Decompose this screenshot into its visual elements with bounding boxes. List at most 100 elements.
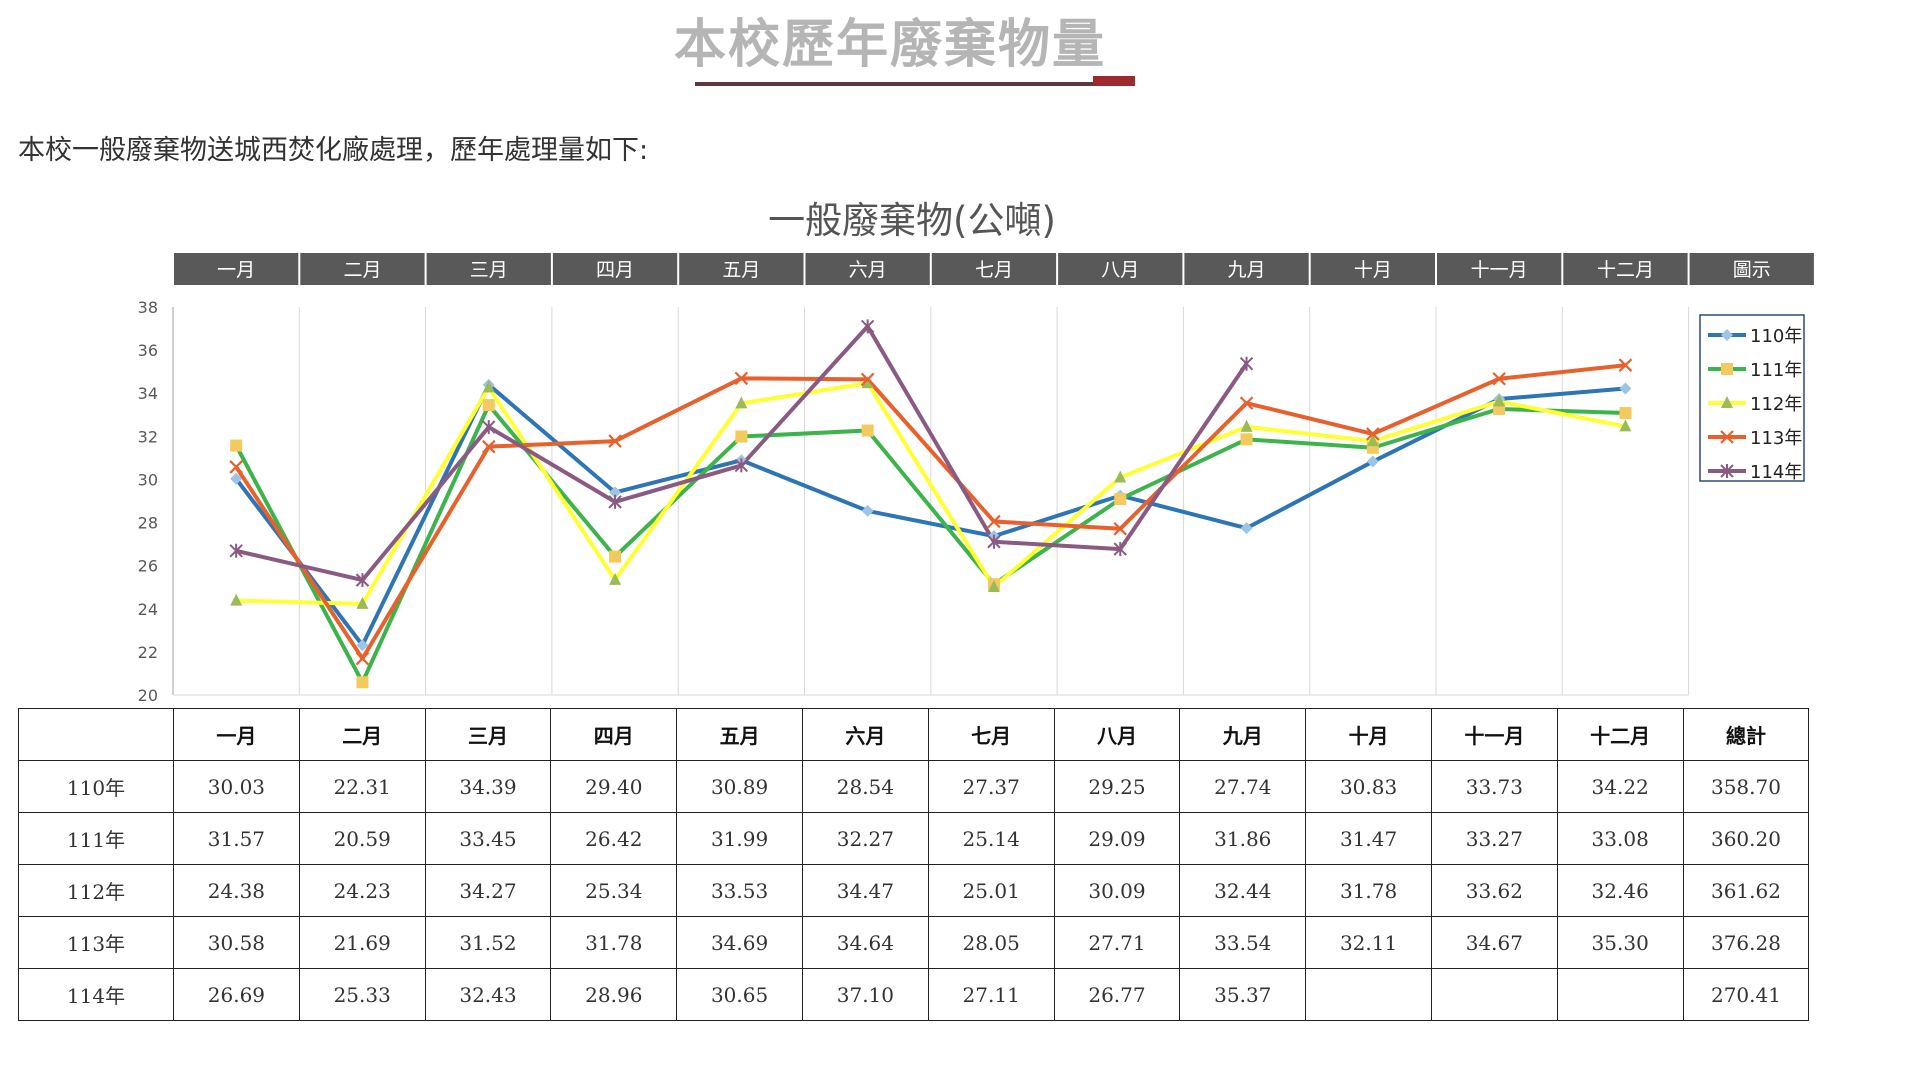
row-label: 112年: [18, 864, 174, 917]
data-point: [987, 514, 1001, 529]
legend-box: [1699, 314, 1805, 482]
table-cell: 30.09: [1053, 864, 1181, 917]
legend-label: 110年: [1750, 326, 1802, 347]
table-cell: 32.11: [1305, 916, 1432, 969]
table-cell: 31.78: [1305, 864, 1432, 917]
table-cell: 28.54: [801, 760, 929, 813]
table-header-cell: 十一月: [1430, 708, 1558, 761]
y-tick-label: 38: [138, 298, 158, 317]
table-header-cell: 八月: [1053, 708, 1181, 761]
series-line-5: [235, 324, 1249, 583]
table-cell: 33.54: [1179, 916, 1307, 969]
table-cell: 27.74: [1179, 760, 1307, 813]
legend-marker: [1720, 430, 1734, 444]
chart-title: 一般廢棄物(公噸): [768, 199, 1056, 242]
data-point: [609, 486, 622, 499]
table-corner-cell: [18, 708, 174, 761]
table-cell: 34.64: [801, 916, 929, 969]
table-header-cell: 二月: [298, 708, 426, 761]
table-cell: 31.86: [1179, 812, 1307, 865]
table-cell: 29.25: [1053, 760, 1181, 813]
table-cell: 27.37: [927, 760, 1055, 813]
table-cell: 33.73: [1430, 760, 1558, 813]
data-point: [735, 396, 748, 409]
legend-marker: [1721, 363, 1733, 375]
table-header-cell: 九月: [1179, 708, 1307, 761]
data-point: [1366, 455, 1379, 468]
table-cell: 270.41: [1682, 968, 1810, 1021]
header-cell: [1689, 253, 1814, 285]
series-line-3: [236, 381, 1626, 606]
y-tick-label: 20: [138, 686, 158, 705]
header-cell-label: 二月: [343, 259, 381, 281]
data-point: [482, 420, 496, 435]
title-underline-accent: [1093, 76, 1135, 86]
table-cell: 30.65: [676, 968, 803, 1021]
header-cell: [1563, 253, 1688, 285]
legend-label: 114年: [1750, 462, 1802, 483]
table-cell: 32.27: [801, 812, 929, 865]
header-cell-label: 十月: [1354, 259, 1392, 281]
series-line-1: [234, 382, 1626, 648]
header-cell: [805, 253, 930, 285]
data-point: [481, 439, 496, 454]
data-point: [734, 371, 749, 386]
header-cell: [931, 253, 1057, 285]
waste-data-table: 一月 二月 三月 四月 五月 六月 七月 八月 九月 十月 十一月 十二月 總計 110年 30.03 22…: [18, 708, 1810, 1021]
table-cell: [1305, 968, 1432, 1021]
table-cell: 32.43: [424, 968, 552, 1021]
table-cell: 32.46: [1556, 864, 1684, 917]
data-point: [860, 319, 875, 334]
table-cell: 22.31: [298, 760, 426, 813]
table-cell: 21.69: [298, 916, 426, 969]
header-cell-label: 三月: [470, 259, 508, 281]
data-point: [230, 439, 243, 452]
y-tick-label: 36: [138, 341, 158, 360]
data-point: [987, 534, 1001, 549]
data-point: [861, 376, 874, 389]
page-title: 本校歷年廢棄物量: [673, 15, 1106, 75]
table-cell: 358.70: [1682, 760, 1810, 813]
table-row: 114年 26.69 25.33 32.43 28.96 30.65 37.10 27.11 2…: [18, 968, 1810, 1021]
table-cell: 28.96: [550, 968, 678, 1021]
data-point: [860, 372, 875, 387]
table-cell: 31.99: [676, 812, 803, 865]
data-point: [1618, 358, 1633, 372]
table-header-cell: 六月: [801, 708, 929, 761]
table-cell: 32.44: [1179, 864, 1307, 917]
table-header-cell: 五月: [676, 708, 803, 761]
data-point: [735, 430, 748, 443]
data-point: [355, 573, 370, 588]
table-cell: 33.08: [1556, 812, 1684, 865]
table-cell: 27.11: [927, 968, 1055, 1021]
table-cell: 20.59: [298, 812, 426, 865]
table-cell: 35.30: [1556, 916, 1684, 969]
table-cell: 25.14: [927, 812, 1055, 865]
legend-label: 113年: [1750, 428, 1802, 449]
intro-text: 本校一般廢棄物送城西焚化廠處理，歷年處理量如下:: [18, 135, 649, 166]
table-row: 112年 24.38 24.23 34.27 25.34 33.53 34.47 25.01 3…: [18, 864, 1810, 917]
table-cell: 34.27: [424, 864, 552, 917]
y-tick-label: 30: [138, 470, 158, 489]
table-header-cell: 三月: [424, 708, 552, 761]
table-header-cell: 十月: [1305, 708, 1432, 761]
data-point: [482, 380, 495, 393]
table-cell: 34.47: [801, 864, 929, 917]
header-cell-label: 圖示: [1733, 259, 1771, 281]
table-cell: 361.62: [1682, 864, 1810, 917]
header-cell: [1437, 253, 1562, 285]
header-cell-label: 四月: [596, 259, 634, 281]
table-cell: 24.38: [173, 864, 300, 917]
data-point: [230, 593, 243, 606]
legend-label: 111年: [1750, 360, 1802, 381]
data-point: [609, 550, 622, 563]
data-point: [1366, 434, 1379, 447]
y-tick-label: 32: [138, 427, 158, 446]
data-point: [1366, 427, 1380, 441]
table-header-cell: 七月: [927, 708, 1055, 761]
data-point: [1240, 522, 1253, 535]
data-point: [1114, 470, 1127, 483]
data-point: [356, 676, 369, 689]
header-cell: [426, 253, 551, 285]
title-underline: [695, 82, 1135, 86]
